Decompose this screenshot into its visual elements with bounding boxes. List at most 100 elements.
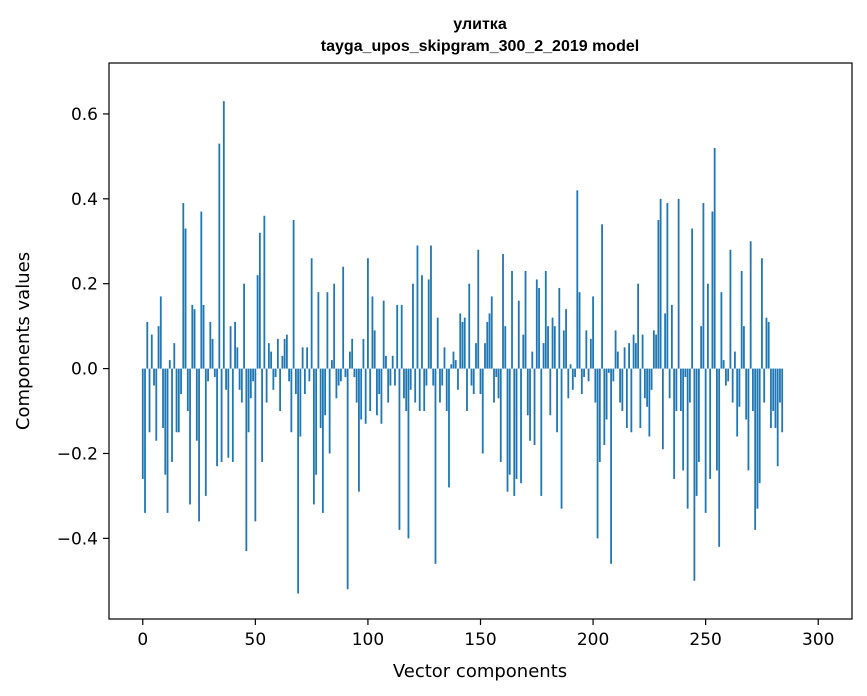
bar [605, 368, 608, 420]
bar [637, 283, 640, 369]
bar [551, 317, 554, 369]
bar [231, 368, 234, 462]
y-axis: −0.4 −0.2 0.0 0.2 0.4 0.6 [57, 105, 109, 549]
bar [524, 270, 527, 369]
bar [193, 309, 196, 369]
bar-series [141, 101, 784, 594]
bar [245, 368, 248, 552]
bar [504, 326, 507, 369]
bar [648, 368, 651, 437]
bar [603, 368, 606, 445]
bar [153, 368, 155, 386]
bar [218, 143, 221, 369]
bar [659, 198, 662, 369]
bar [616, 351, 619, 369]
bar [204, 368, 207, 496]
bar [362, 338, 365, 369]
bar [695, 368, 698, 496]
bar [166, 368, 169, 513]
bar [288, 368, 291, 382]
y-tick-label: 0.6 [71, 105, 98, 125]
bar [493, 368, 495, 403]
bar [403, 368, 405, 399]
bar [661, 368, 664, 450]
bar [141, 368, 144, 479]
bar [425, 368, 428, 386]
bar [506, 368, 509, 492]
bar [369, 368, 372, 412]
bar [583, 368, 585, 378]
chart-subtitle: tayga_upos_skipgram_300_2_2019 model [321, 38, 639, 55]
bar [747, 368, 750, 471]
bar [630, 368, 633, 433]
bar [641, 334, 644, 369]
bar [364, 368, 367, 424]
bar [319, 368, 322, 429]
bar [684, 368, 687, 378]
bar [211, 338, 214, 369]
bar [743, 326, 745, 369]
y-tick-label: 0.0 [71, 360, 98, 380]
bar [171, 368, 173, 462]
bar [562, 330, 565, 369]
bar [752, 368, 754, 412]
bar [281, 355, 284, 369]
bar [258, 232, 261, 369]
bar [321, 368, 324, 513]
bar [470, 368, 473, 386]
bar [716, 368, 718, 471]
bar [468, 283, 471, 369]
bar [292, 220, 295, 369]
bar [727, 368, 730, 382]
bar [184, 228, 187, 369]
bar [461, 321, 464, 369]
bar [249, 368, 252, 399]
bar [150, 334, 153, 369]
x-axis-label: Vector components [393, 661, 567, 682]
bar [702, 203, 705, 369]
bar [475, 343, 477, 369]
bar [643, 368, 646, 399]
bar [308, 368, 311, 382]
bar [544, 270, 547, 369]
bar [443, 347, 446, 369]
bar [222, 101, 225, 369]
bar [686, 368, 689, 509]
bar [182, 203, 185, 369]
bar [677, 198, 680, 369]
bar [776, 368, 779, 467]
bar [540, 368, 543, 496]
bar [146, 321, 149, 369]
bar [371, 296, 374, 369]
bar [707, 283, 709, 369]
bar [691, 228, 694, 369]
bar [711, 211, 714, 369]
bar [414, 368, 417, 403]
bar [177, 368, 180, 433]
bar [515, 368, 518, 479]
bar [558, 287, 561, 369]
bar [265, 368, 268, 403]
bar [756, 368, 759, 509]
bar [556, 368, 558, 433]
bar [607, 368, 610, 373]
bar [274, 368, 277, 378]
bar [734, 351, 736, 369]
bar [709, 368, 712, 479]
bar [236, 347, 239, 369]
bar [598, 368, 601, 462]
bar [758, 368, 761, 484]
bar [625, 368, 628, 429]
bar [560, 368, 563, 509]
bar [191, 304, 194, 369]
bar [328, 368, 331, 454]
bar [495, 368, 498, 378]
bar [725, 368, 727, 386]
bar [389, 368, 392, 386]
bar [349, 351, 351, 369]
bar [227, 368, 230, 458]
bar [186, 368, 189, 412]
bar [394, 368, 396, 386]
bar [587, 368, 590, 382]
y-tick-label: 0.2 [71, 275, 98, 295]
